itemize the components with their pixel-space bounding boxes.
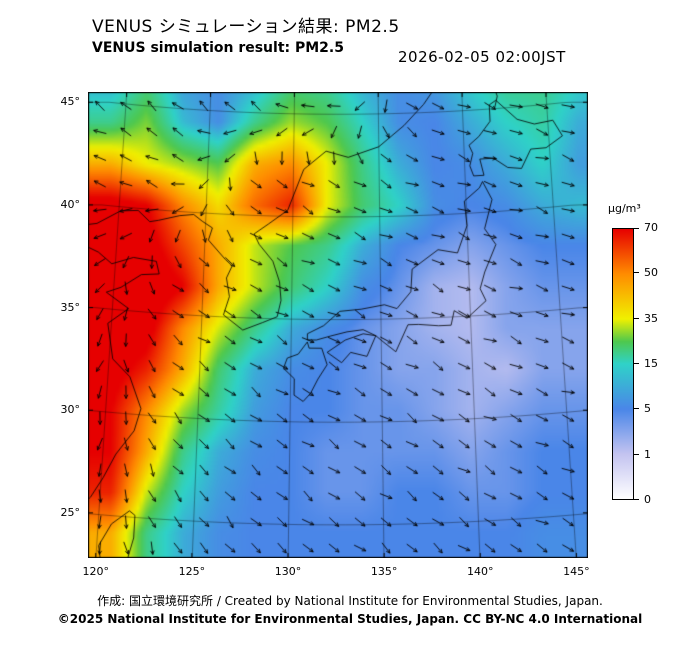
forecast-timestamp: 2026-02-05 02:00JST xyxy=(398,48,566,66)
lat-axis-label: 35° xyxy=(60,300,81,314)
pm25-map-panel xyxy=(88,92,588,558)
lon-axis-label: 145° xyxy=(563,565,590,578)
colorbar-tick-mark xyxy=(634,453,639,455)
copyright-line: ©2025 National Institute for Environment… xyxy=(57,612,643,626)
colorbar-tick-mark xyxy=(634,272,639,274)
lon-axis-label: 120° xyxy=(82,565,110,578)
colorbar-tick-label: 50 xyxy=(644,266,658,280)
lon-axis-label: 140° xyxy=(467,565,494,578)
colorbar-tick-mark xyxy=(634,363,639,364)
page-title-japanese: VENUS シミュレーション結果: PM2.5 xyxy=(92,17,400,37)
lon-axis-label: 130° xyxy=(274,565,302,578)
colorbar-tick-label: 35 xyxy=(644,311,658,325)
colorbar-tick-mark xyxy=(634,228,639,229)
lon-axis-label: 125° xyxy=(178,565,206,578)
colorbar-tick-label: 5 xyxy=(644,402,651,416)
colorbar-gradient xyxy=(612,228,634,500)
colorbar-unit-label: µg/m³ xyxy=(608,202,641,215)
lon-axis-label: 135° xyxy=(370,565,398,578)
lat-axis-label: 25° xyxy=(60,505,81,519)
page-title-english: VENUS simulation result: PM2.5 xyxy=(92,40,344,56)
colorbar-tick-label: 0 xyxy=(644,493,651,506)
colorbar-tick-label: 1 xyxy=(644,447,651,461)
lat-axis-label: 40° xyxy=(60,197,81,211)
colorbar-tick-label: 70 xyxy=(644,221,658,234)
colorbar: µg/m³ 0 1 5 15 35 50 70 xyxy=(608,202,700,506)
colorbar-tick-label: 15 xyxy=(644,357,658,370)
credit-line: 作成: 国立環境研究所 / Created by National Instit… xyxy=(97,594,603,608)
colorbar-tick-mark xyxy=(634,317,639,319)
lat-axis-label: 30° xyxy=(60,403,81,417)
colorbar-tick-mark xyxy=(634,499,639,500)
colorbar-tick-mark xyxy=(634,408,639,410)
lat-axis-label: 45° xyxy=(60,95,81,109)
pm25-heatmap-canvas xyxy=(88,92,588,558)
